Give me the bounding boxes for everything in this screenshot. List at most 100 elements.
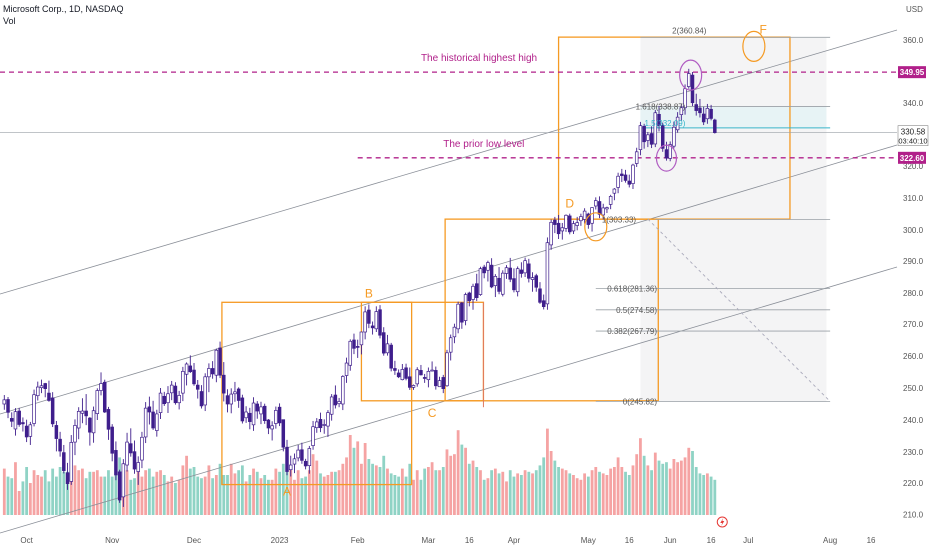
candle-body [296,449,300,459]
candle-body [266,419,271,429]
candle [452,323,457,344]
candle [348,339,353,371]
candle [307,445,312,474]
candle-body [515,268,520,293]
volume-bar [568,473,572,515]
candle [173,382,178,405]
volume-bar [441,467,445,515]
volume-bar [2,468,6,515]
candle [556,214,561,239]
volume-bar [244,481,248,515]
candle [679,104,684,121]
volume-bar [389,473,393,515]
candle-body [567,215,572,233]
volume-bar [36,475,40,515]
volume-bar [471,460,475,515]
candle [441,374,446,394]
candle-body [605,207,609,210]
y-tick-label: 240.0 [903,416,924,425]
candle-body [91,410,96,434]
candle [634,147,639,167]
candle [169,380,174,401]
candle-body [192,369,196,385]
candle [229,388,233,414]
candle-body [363,311,367,333]
fib-band-shade [640,107,827,127]
candle-body [538,288,542,303]
volume-bar [650,470,653,515]
candle [668,141,672,162]
wave-label: B [365,287,373,301]
candle [512,268,516,293]
wave-label: A [283,485,291,499]
candle [329,394,334,421]
volume-bar [612,467,616,515]
candle [448,334,453,361]
volume-bar [397,476,401,515]
candle [713,118,717,134]
candle-body [571,223,576,232]
candle-body [370,325,375,329]
candle [88,417,92,446]
candle [698,98,702,118]
candle-body [47,392,51,401]
y-axis-unit: USD [906,5,923,14]
candle [415,367,419,387]
candle-body [147,406,152,413]
candle-body [344,362,349,376]
candle [527,258,531,283]
candle-body [579,216,583,222]
candle-body [166,393,170,404]
candle [259,401,263,425]
candle [553,216,557,234]
volume-bar [464,447,467,515]
volume-bar [99,476,103,515]
candle [482,264,486,279]
volume-bar [583,473,587,515]
volume-bar [333,471,337,515]
candle-body [408,376,412,388]
candle [17,407,21,427]
annotation-text: The prior low level [443,139,524,150]
volume-bar [144,470,148,515]
candle-body [210,368,215,375]
volume-bar [702,475,706,515]
candle [114,441,118,481]
candle-body [597,201,602,215]
candle [50,392,55,428]
volume-bar [307,470,311,515]
candle-body [203,376,207,406]
candle-body [556,222,561,235]
candle-body [701,113,706,123]
candle-body [54,425,59,439]
candle-body [545,242,550,305]
volume-bar [598,471,601,515]
candle-body [434,370,438,387]
candle-body [143,407,148,438]
volume-bar [207,465,211,515]
candle [709,104,713,121]
volume-bar [352,447,356,515]
fib-label: 2(360.84) [672,26,707,35]
volume-bar [438,470,441,515]
candle-body [88,417,92,433]
candle-body [359,331,364,346]
candle-body [136,462,140,472]
candle [158,388,163,420]
candle [177,390,181,410]
candle [288,455,293,477]
candle-body [594,200,598,207]
candle [143,402,148,444]
candle [564,214,568,232]
candle [374,306,379,332]
volume-bar [155,471,159,515]
volume-bar [304,476,308,515]
candle [538,282,542,304]
x-tick-label: Apr [508,536,521,545]
wave-label: F [760,23,767,37]
candle [567,213,572,235]
candle [162,391,167,406]
candle [181,366,185,402]
volume-bar [687,447,691,515]
